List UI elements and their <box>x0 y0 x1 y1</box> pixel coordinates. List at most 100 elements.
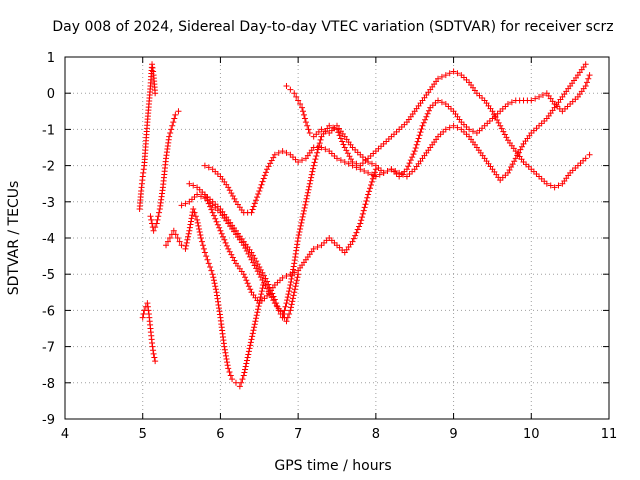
data-point <box>299 213 306 220</box>
data-point <box>318 144 325 151</box>
data-point <box>282 303 289 310</box>
data-point <box>315 146 322 153</box>
data-point <box>196 228 203 235</box>
data-point <box>308 171 315 178</box>
data-point <box>303 195 310 202</box>
data-point <box>198 238 205 245</box>
data-point <box>257 266 264 273</box>
data-point <box>150 227 157 234</box>
data-point <box>259 178 266 185</box>
data-point <box>221 346 228 353</box>
data-point <box>168 126 175 133</box>
data-point <box>288 301 295 308</box>
data-point <box>308 174 315 181</box>
data-point <box>261 172 268 179</box>
data-point <box>225 365 232 372</box>
data-point <box>255 303 262 310</box>
data-point <box>450 68 457 75</box>
data-point <box>299 104 306 111</box>
data-point <box>218 230 225 237</box>
y-tick-label: -4 <box>42 232 55 247</box>
data-point <box>259 269 266 276</box>
data-point <box>438 73 445 80</box>
data-point <box>295 97 302 104</box>
data-point <box>585 75 592 82</box>
data-point <box>197 231 204 238</box>
data-point <box>344 150 351 157</box>
data-point <box>250 259 257 266</box>
data-point <box>232 379 239 386</box>
data-point <box>291 289 298 296</box>
x-tick-label: 9 <box>449 427 457 442</box>
data-point <box>304 189 311 196</box>
data-point <box>208 267 215 274</box>
data-point <box>284 294 291 301</box>
y-tick-label: -6 <box>42 304 55 319</box>
data-point <box>211 280 218 287</box>
data-point <box>182 245 189 252</box>
data-point <box>416 132 423 139</box>
data-point <box>166 133 173 140</box>
data-point <box>547 182 554 189</box>
data-point <box>172 231 179 238</box>
data-point <box>365 191 372 198</box>
data-point <box>417 129 424 136</box>
data-point <box>450 122 457 129</box>
x-tick-label: 7 <box>294 427 302 442</box>
data-point <box>224 362 231 369</box>
data-point <box>150 347 157 354</box>
data-point <box>149 64 156 71</box>
data-point <box>291 90 298 97</box>
data-point <box>287 278 294 285</box>
data-point <box>262 169 269 176</box>
data-point <box>251 262 258 269</box>
data-point <box>509 161 516 168</box>
x-tick-label: 10 <box>523 427 540 442</box>
data-point <box>295 231 302 238</box>
data-point <box>254 306 261 313</box>
data-point <box>392 168 399 175</box>
data-point <box>209 209 216 216</box>
data-point <box>231 195 238 202</box>
y-tick-label: 1 <box>47 51 55 66</box>
data-point <box>139 314 146 321</box>
data-point <box>341 158 348 165</box>
data-point <box>316 140 323 147</box>
data-point <box>508 164 515 171</box>
data-point <box>337 135 344 142</box>
data-point <box>415 135 422 142</box>
data-point <box>251 321 258 328</box>
data-point <box>446 124 453 131</box>
data-point <box>306 130 313 137</box>
data-point <box>358 217 365 224</box>
data-point <box>245 351 252 358</box>
data-point <box>172 111 179 118</box>
data-point <box>194 216 201 223</box>
data-point <box>149 343 156 350</box>
data-point <box>254 261 261 268</box>
data-point <box>405 163 412 170</box>
data-point <box>221 236 228 243</box>
data-point <box>424 110 431 117</box>
data-point <box>229 254 236 261</box>
data-point <box>290 292 297 299</box>
data-point <box>368 178 375 185</box>
data-point <box>253 258 260 265</box>
data-point <box>258 291 265 298</box>
data-point <box>304 192 311 199</box>
data-point <box>205 200 212 207</box>
data-point <box>264 278 271 285</box>
data-point <box>194 219 201 226</box>
data-point <box>260 272 267 279</box>
data-point <box>286 288 293 295</box>
data-point <box>209 271 216 278</box>
data-point <box>297 101 304 108</box>
data-point <box>518 143 525 150</box>
data-point <box>245 348 252 355</box>
data-point <box>153 220 160 227</box>
data-point <box>251 324 258 331</box>
data-point <box>140 166 147 173</box>
data-point <box>340 141 347 148</box>
data-point <box>251 255 258 262</box>
